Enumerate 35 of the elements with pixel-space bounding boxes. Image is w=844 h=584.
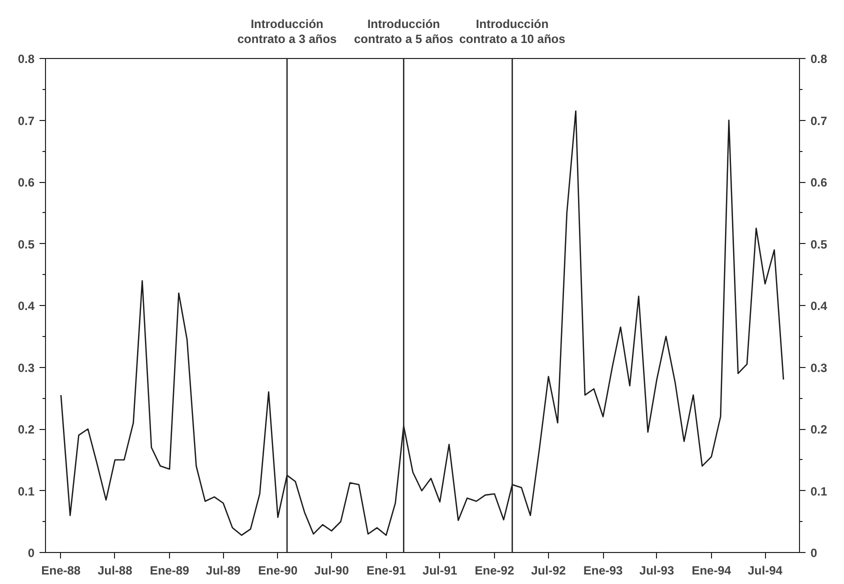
x-tick-label: Jul-91 (422, 564, 458, 578)
x-tick-label: Jul-89 (206, 564, 241, 578)
x-tick-label: Jul-90 (314, 564, 350, 578)
x-tick-label: Jul-88 (98, 564, 133, 578)
x-tick-label: Ene-94 (692, 564, 732, 578)
y2-tick-label: 0.5 (810, 237, 828, 252)
y2-tick-label: 0.7 (810, 114, 828, 128)
x-tick-label: Ene-93 (583, 564, 624, 578)
x-tick-label: Ene-90 (258, 564, 298, 578)
y2-tick-label: 0.4 (810, 299, 828, 313)
y-tick-label: 0.7 (18, 114, 35, 128)
y2-tick-label: 0 (810, 546, 818, 560)
y-tick-label: 0.4 (18, 299, 35, 313)
ref-line-label: Introducción contrato a 5 años (354, 17, 454, 46)
x-tick-label: Ene-92 (474, 564, 514, 578)
y2-tick-label: 0.1 (810, 484, 828, 498)
x-tick-label: Jul-93 (639, 564, 674, 578)
ref-line-label: Introducción contrato a 3 años (237, 17, 338, 46)
x-tick-label: Ene-91 (366, 564, 406, 578)
y-tick-label: 0.1 (18, 484, 35, 498)
x-tick-label: Jul-92 (531, 564, 566, 578)
y-tick-label: 0.2 (18, 422, 35, 436)
ref-line-label: Introducción contrato a 10 años (459, 17, 566, 46)
x-tick-label: Ene-88 (41, 564, 81, 578)
y-tick-label: 0.5 (18, 237, 35, 252)
y2-tick-label: 0.3 (810, 360, 828, 375)
y-tick-label: 0.3 (18, 360, 35, 375)
x-tick-label: Ene-89 (150, 564, 190, 578)
y-tick-label: 0.8 (18, 52, 35, 66)
x-tick-label: Jul-94 (748, 564, 783, 578)
y2-tick-label: 0.8 (810, 52, 828, 66)
y-tick-label: 0.6 (18, 176, 35, 190)
y2-tick-label: 0.2 (810, 422, 828, 436)
y-tick-label: 0 (28, 546, 35, 560)
y2-tick-label: 0.6 (810, 176, 828, 190)
